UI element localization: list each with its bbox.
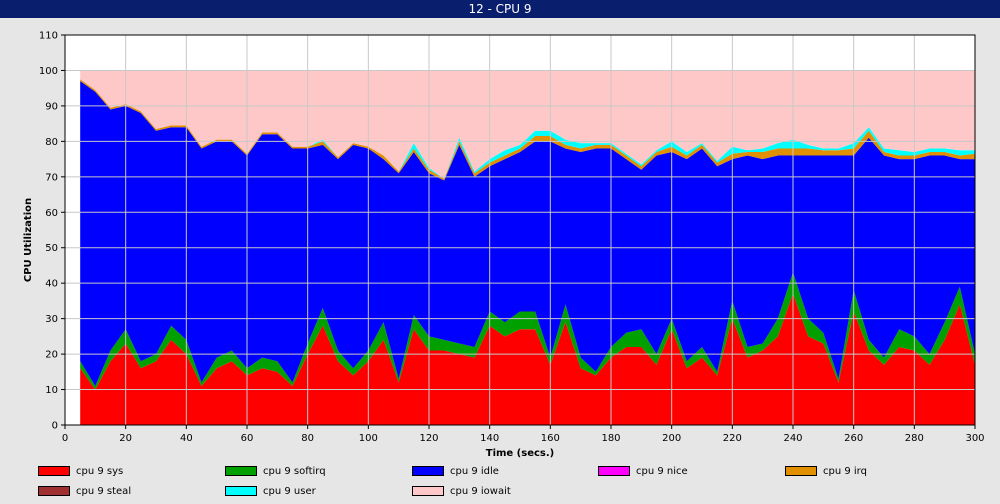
- legend-swatch-icon: [38, 486, 70, 496]
- area-cpu-9-iowait: [80, 70, 975, 179]
- x-tick-label: 20: [119, 433, 132, 444]
- cpu-utilization-chart: 0 10 20 30 40 50 60 70 80 90 100 110 0 20 40 60 80 100 12…: [23, 31, 985, 460]
- legend-item: cpu 9 user: [225, 484, 316, 498]
- legend-swatch-icon: [785, 466, 817, 476]
- legend-item: cpu 9 nice: [598, 464, 688, 478]
- area-series-group: [80, 70, 975, 425]
- legend-label: cpu 9 softirq: [263, 465, 326, 477]
- x-tick-label: 80: [301, 433, 314, 444]
- legend-swatch-icon: [225, 486, 257, 496]
- y-tick-label: 40: [45, 279, 58, 290]
- legend-swatch-icon: [412, 466, 444, 476]
- legend-label: cpu 9 irq: [823, 465, 867, 477]
- x-axis-label: Time (secs.): [486, 448, 555, 459]
- chart-area: 0 10 20 30 40 50 60 70 80 90 100 110 0 20 40 60 80 100 12…: [0, 18, 1000, 504]
- chart-title: 12 - CPU 9: [0, 0, 1000, 18]
- x-tick-label: 120: [419, 433, 438, 444]
- legend-label: cpu 9 idle: [450, 465, 499, 477]
- area-cpu-9-softirq: [80, 272, 975, 390]
- x-tick-label: 40: [180, 433, 193, 444]
- x-tick-label: 100: [359, 433, 378, 444]
- legend-item: cpu 9 steal: [38, 484, 131, 498]
- y-tick-label: 110: [39, 31, 58, 42]
- legend-item: cpu 9 iowait: [412, 484, 511, 498]
- y-tick-label: 0: [52, 421, 58, 432]
- legend-label: cpu 9 steal: [76, 485, 132, 497]
- y-tick-label: 90: [45, 101, 58, 112]
- y-axis-label: CPU Utilization: [23, 198, 34, 282]
- legend-swatch-icon: [412, 486, 444, 496]
- legend-swatch-icon: [225, 466, 257, 476]
- area-cpu-9-idle: [80, 81, 975, 386]
- y-tick-label: 80: [45, 137, 58, 148]
- legend-label: cpu 9 user: [263, 485, 316, 497]
- x-tick-label: 260: [844, 433, 863, 444]
- legend-item: cpu 9 idle: [412, 464, 499, 478]
- x-tick-label: 300: [965, 433, 984, 444]
- y-tick-label: 50: [45, 243, 58, 254]
- y-tick-label: 10: [45, 385, 58, 396]
- legend-item: cpu 9 irq: [785, 464, 867, 478]
- legend-label: cpu 9 iowait: [450, 485, 511, 497]
- x-tick-label: 140: [480, 433, 499, 444]
- y-tick-label: 60: [45, 208, 58, 219]
- x-tick-label: 240: [783, 433, 802, 444]
- area-cpu-9-irq: [80, 79, 975, 181]
- legend-item: cpu 9 sys: [38, 464, 123, 478]
- chart-legend: cpu 9 sys cpu 9 softirq cpu 9 idle cpu 9 ni…: [0, 462, 1000, 504]
- y-tick-label: 70: [45, 172, 58, 183]
- legend-item: cpu 9 softirq: [225, 464, 326, 478]
- y-tick-label: 30: [45, 314, 58, 325]
- x-tick-label: 180: [601, 433, 620, 444]
- legend-swatch-icon: [38, 466, 70, 476]
- x-tick-label: 60: [241, 433, 254, 444]
- legend-label: cpu 9 sys: [76, 465, 124, 477]
- y-tick-label: 20: [45, 350, 58, 361]
- legend-swatch-icon: [598, 466, 630, 476]
- x-tick-label: 220: [723, 433, 742, 444]
- x-tick-label: 0: [62, 433, 68, 444]
- y-tick-label: 100: [39, 66, 58, 77]
- plot-border: [64, 34, 976, 426]
- x-tick-label: 280: [905, 433, 924, 444]
- legend-label: cpu 9 nice: [636, 465, 688, 477]
- x-tick-label: 160: [541, 433, 560, 444]
- x-axis-ticks: 0 20 40 60 80 100 120 140 160 180 200 220 240 260 280 3…: [62, 425, 985, 444]
- area-cpu-9-sys: [80, 293, 975, 425]
- y-axis-ticks: 0 10 20 30 40 50 60 70 80 90 100 110: [39, 31, 65, 432]
- x-tick-label: 200: [662, 433, 681, 444]
